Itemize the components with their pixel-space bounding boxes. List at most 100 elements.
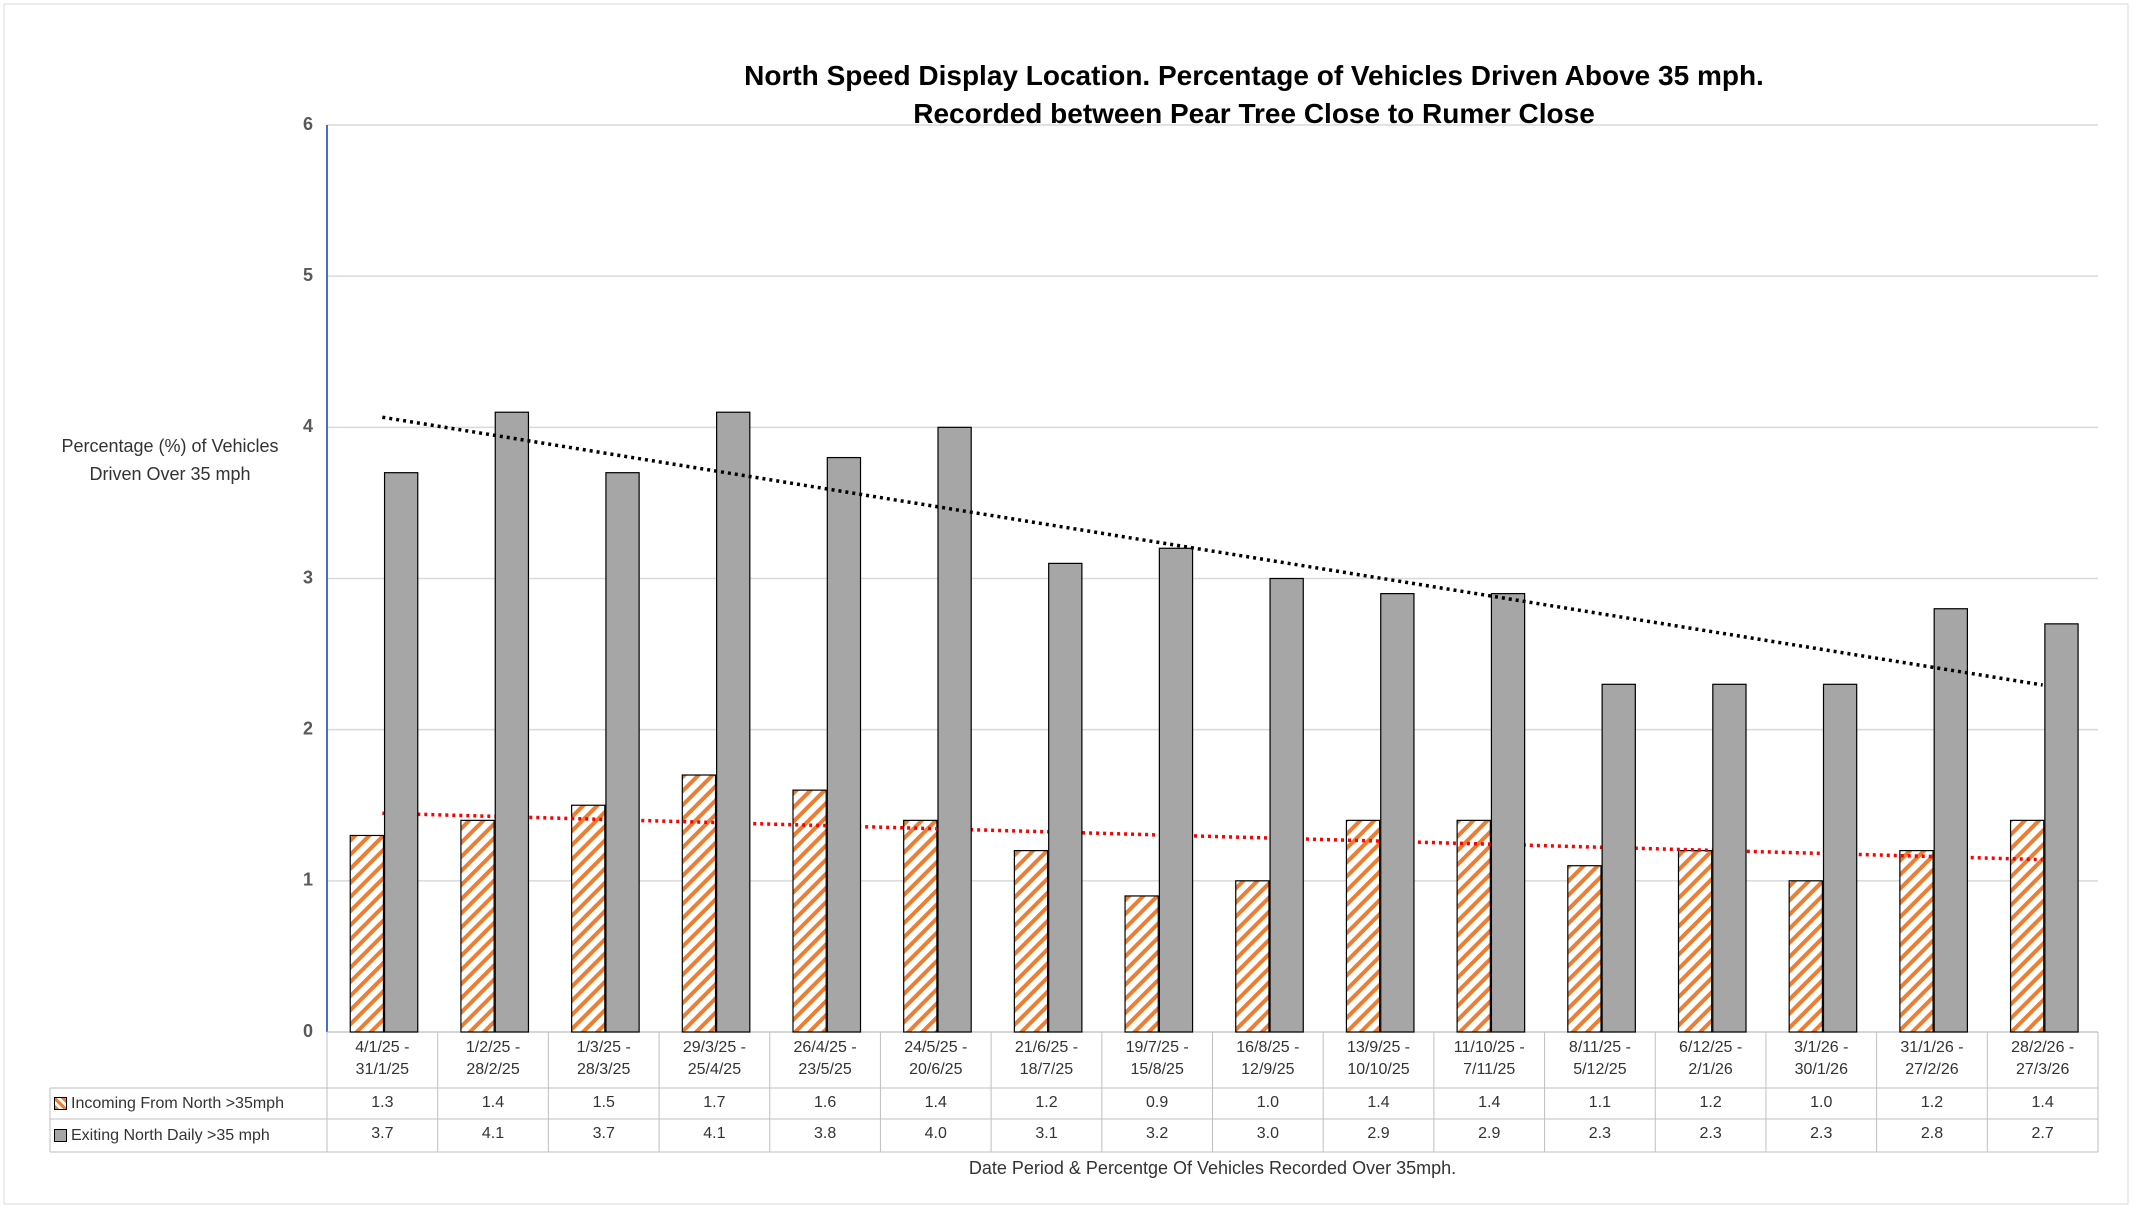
bar: [1345, 819, 1381, 1033]
bar: [2009, 819, 2045, 1033]
value-label: 1.4: [1367, 1094, 1390, 1111]
value-label: 3.0: [1256, 1125, 1279, 1142]
bar: [826, 456, 862, 1033]
bar: [1013, 849, 1049, 1033]
bar: [1822, 683, 1858, 1033]
y-tick-label: 2: [303, 718, 313, 738]
legend-entry: Incoming From North >35mph: [54, 1088, 284, 1119]
x-tick-label: 1/2/25 - 28/2/25: [465, 1039, 521, 1078]
bar: [681, 774, 717, 1033]
value-label: 1.6: [813, 1094, 837, 1111]
x-axis-title: Date Period & Percentge Of Vehicles Reco…: [968, 1158, 1457, 1178]
bar: [1933, 608, 1968, 1033]
value-label: 1.0: [1810, 1094, 1833, 1111]
value-label: 2.3: [1588, 1125, 1612, 1142]
trendline: [382, 415, 2043, 687]
value-label: 3.7: [592, 1125, 615, 1142]
value-label: 0.9: [1146, 1094, 1169, 1111]
x-tick-label: 3/1/26 - 30/1/26: [1794, 1039, 1849, 1078]
y-tick-label: 0: [303, 1021, 313, 1041]
bar: [1712, 683, 1747, 1033]
bar: [903, 819, 938, 1033]
bar: [716, 411, 751, 1033]
x-tick-label: 6/12/25 - 2/1/26: [1679, 1039, 1743, 1078]
legend-label: Incoming From North >35mph: [71, 1094, 284, 1112]
bar: [1490, 593, 1526, 1033]
x-tick-label: 8/11/25 - 5/12/25: [1568, 1039, 1631, 1078]
value-label: 1.2: [1035, 1094, 1058, 1111]
value-label: 3.8: [813, 1125, 837, 1142]
x-tick-label: 11/10/25 - 7/11/25: [1453, 1039, 1525, 1078]
chart-subtitle: Recorded between Pear Tree Close to Rume…: [913, 98, 1595, 129]
value-label: 1.7: [703, 1094, 726, 1111]
value-label: 1.5: [592, 1094, 615, 1111]
bar: [1601, 683, 1636, 1033]
bar: [1899, 849, 1934, 1033]
value-label: 1.4: [2031, 1094, 2054, 1111]
bar: [571, 804, 606, 1033]
value-label: 2.8: [1920, 1125, 1944, 1142]
bar: [1567, 865, 1602, 1033]
bar: [937, 426, 972, 1033]
bar: [1677, 849, 1713, 1033]
value-label: 2.3: [1699, 1125, 1722, 1142]
bar: [1269, 577, 1304, 1033]
bar: [2044, 623, 2079, 1033]
bar: [460, 819, 495, 1033]
value-label: 2.9: [1367, 1125, 1390, 1142]
bar: [792, 789, 827, 1033]
value-label: 3.2: [1146, 1125, 1169, 1142]
bar: [1158, 547, 1194, 1033]
bar: [1456, 819, 1491, 1033]
bar: [1380, 593, 1415, 1033]
frame: [3, 3, 2129, 1205]
y-tick-label: 6: [303, 114, 313, 134]
y-axis-title: Percentage (%) of Vehicles Driven Over 3…: [61, 436, 279, 484]
value-label: 4.1: [481, 1125, 505, 1142]
y-tick-label: 5: [303, 265, 313, 285]
x-tick-label: 16/8/25 - 12/9/25: [1236, 1039, 1300, 1078]
value-label: 4.1: [703, 1125, 726, 1142]
y-tick-label: 4: [303, 416, 313, 436]
bar: [494, 411, 530, 1033]
bar: [1048, 562, 1083, 1033]
legend-swatch: [54, 1097, 67, 1110]
value-label: 1.4: [481, 1094, 505, 1111]
value-label: 1.4: [1478, 1094, 1501, 1111]
value-label: 3.7: [371, 1125, 394, 1142]
y-tick-label: 3: [303, 567, 313, 587]
bar: [1124, 895, 1159, 1033]
value-label: 1.1: [1588, 1094, 1612, 1111]
value-label: 2.3: [1810, 1125, 1833, 1142]
value-label: 4.0: [924, 1125, 947, 1142]
legend-label: Exiting North Daily >35 mph: [71, 1126, 270, 1144]
value-label: 1.4: [924, 1094, 947, 1111]
y-tick-label: 1: [303, 870, 313, 890]
x-tick-label: 19/7/25 - 15/8/25: [1125, 1039, 1189, 1078]
x-tick-label: 29/3/25 - 25/4/25: [682, 1039, 746, 1078]
legend-swatch: [54, 1129, 67, 1142]
legend-entry: Exiting North Daily >35 mph: [54, 1119, 270, 1152]
value-label: 1.2: [1920, 1094, 1944, 1111]
x-tick-label: 24/5/25 - 20/6/25: [904, 1039, 968, 1078]
bar: [1788, 880, 1823, 1033]
x-tick-label: 28/2/26 - 27/3/26: [2011, 1039, 2075, 1078]
value-label: 1.2: [1699, 1094, 1722, 1111]
value-label: 2.9: [1478, 1125, 1501, 1142]
value-label: 2.7: [2031, 1125, 2054, 1142]
x-tick-label: 31/1/26 - 27/2/26: [1900, 1039, 1964, 1078]
bar: [383, 472, 419, 1033]
x-tick-label: 26/4/25 - 23/5/25: [793, 1039, 857, 1078]
bar: [1235, 880, 1270, 1033]
x-tick-label: 4/1/25 - 31/1/25: [355, 1039, 410, 1078]
x-tick-label: 1/3/25 - 28/3/25: [576, 1039, 631, 1078]
x-tick-label: 13/9/25 - 10/10/25: [1346, 1039, 1411, 1078]
bar: [605, 472, 640, 1033]
value-label: 1.0: [1256, 1094, 1279, 1111]
value-label: 3.1: [1035, 1125, 1058, 1142]
value-label: 1.3: [371, 1094, 394, 1111]
x-tick-label: 21/6/25 - 18/7/25: [1014, 1039, 1079, 1078]
bar: [349, 834, 385, 1033]
